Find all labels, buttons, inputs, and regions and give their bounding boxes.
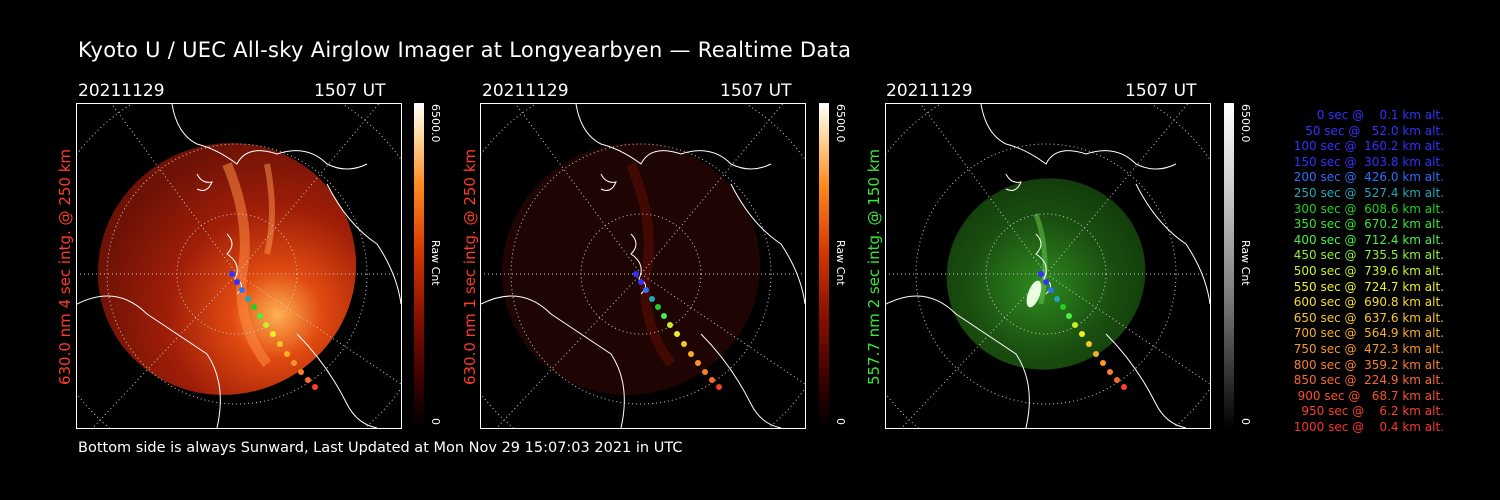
trajectory	[633, 271, 722, 390]
panel-2-cbar-max: 6500.0	[834, 104, 847, 143]
grid-lines	[886, 104, 1210, 428]
grid-lines	[77, 104, 401, 428]
legend-row: 50 sec @ 52.0 km alt.	[1305, 123, 1444, 138]
footer-note: Bottom side is always Sunward, Last Upda…	[78, 440, 683, 456]
coastlines	[481, 104, 805, 428]
coastlines	[77, 104, 401, 428]
aurora-arc	[222, 162, 272, 367]
legend-row: 150 sec @ 303.8 km alt.	[1293, 154, 1444, 169]
panel-1-date: 20211129	[78, 81, 165, 101]
legend-row: 1000 sec @ 0.4 km alt.	[1293, 419, 1444, 434]
panel-1-map-svg	[77, 104, 401, 428]
trajectory	[1038, 271, 1127, 390]
panel-1-allsky-image	[76, 103, 402, 429]
panel-2-allsky-image	[480, 103, 806, 429]
legend-row: 0 sec @ 0.1 km alt.	[1316, 108, 1444, 122]
airglow-field	[501, 143, 761, 395]
panel-3-colorbar	[1224, 103, 1234, 429]
panel-1-time: 1507 UT	[314, 81, 386, 101]
panel-1-cbar-max: 6500.0	[429, 104, 442, 143]
panel-2-date: 20211129	[482, 81, 569, 101]
legend-row: 200 sec @ 426.0 km alt.	[1293, 170, 1444, 185]
legend-row: 350 sec @ 670.2 km alt.	[1293, 217, 1444, 232]
legend-row: 550 sec @ 724.7 km alt.	[1293, 279, 1444, 294]
legend-row: 700 sec @ 564.9 km alt.	[1293, 326, 1444, 341]
panel-1-cbar-min: 0	[429, 418, 442, 425]
legend-row: 500 sec @ 739.6 km alt.	[1293, 263, 1444, 278]
panel-3-cbar-unit: Raw Cnt	[1239, 240, 1252, 286]
panel-2-cbar-min: 0	[834, 418, 847, 425]
panel-1-cbar-unit: Raw Cnt	[429, 240, 442, 286]
legend-row: 450 sec @ 735.5 km alt.	[1293, 248, 1444, 263]
grid-lines	[481, 104, 805, 428]
page-title: Kyoto U / UEC All-sky Airglow Imager at …	[78, 38, 852, 62]
panel-3-map-svg	[886, 104, 1210, 428]
panel-3-ylabel: 557.7 nm 2 sec intg. @ 150 km	[865, 148, 883, 386]
airglow-field	[97, 143, 357, 395]
legend-row: 750 sec @ 472.3 km alt.	[1293, 341, 1444, 356]
bright-patch	[1026, 280, 1042, 308]
trajectory-legend: 0 sec @ 0.1 km alt. 50 sec @ 52.0 km alt.…	[1262, 108, 1444, 435]
legend-row: 600 sec @ 690.8 km alt.	[1293, 295, 1444, 310]
legend-row: 300 sec @ 608.6 km alt.	[1293, 201, 1444, 216]
legend-row: 850 sec @ 224.9 km alt.	[1293, 373, 1444, 388]
panel-3-date: 20211129	[886, 81, 973, 101]
panel-1-colorbar	[414, 103, 424, 429]
panel-2-ylabel: 630.0 nm 1 sec intg. @ 250 km	[461, 148, 479, 386]
legend-row: 100 sec @ 160.2 km alt.	[1293, 139, 1444, 154]
legend-row: 950 sec @ 6.2 km alt.	[1301, 404, 1444, 419]
aurora-arc	[264, 163, 275, 255]
panel-2-map-svg	[481, 104, 805, 428]
panel-2-colorbar	[819, 103, 829, 429]
panel-3-time: 1507 UT	[1125, 81, 1197, 101]
legend-row: 900 sec @ 68.7 km alt.	[1297, 388, 1444, 403]
legend-row: 650 sec @ 637.6 km alt.	[1293, 310, 1444, 325]
trajectory	[229, 271, 318, 390]
panel-3-allsky-image	[885, 103, 1211, 429]
panel-2-cbar-unit: Raw Cnt	[834, 240, 847, 286]
panel-3-cbar-min: 0	[1239, 418, 1252, 425]
aurora-arc	[1033, 213, 1048, 305]
panel-1-ylabel: 630.0 nm 4 sec intg. @ 250 km	[56, 148, 74, 386]
legend-row: 250 sec @ 527.4 km alt.	[1293, 185, 1444, 200]
aurora-arc	[626, 162, 676, 367]
legend-row: 400 sec @ 712.4 km alt.	[1293, 232, 1444, 247]
panel-3-cbar-max: 6500.0	[1239, 104, 1252, 143]
legend-row: 800 sec @ 359.2 km alt.	[1293, 357, 1444, 372]
panel-2-time: 1507 UT	[720, 81, 792, 101]
coastlines	[886, 104, 1210, 428]
